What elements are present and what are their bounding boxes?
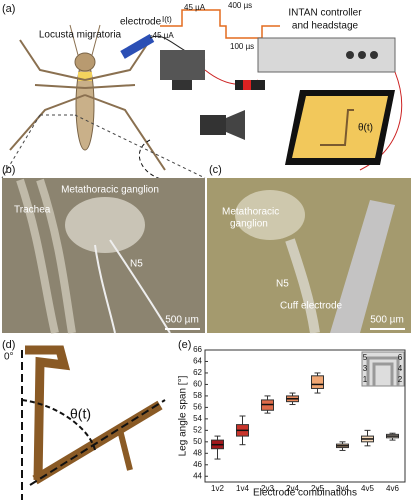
y-axis-label: Leg angle span [°] [178, 375, 189, 456]
x-tick-label: 2v3 [261, 484, 274, 493]
ganglion-label: Metathoracic ganglion [61, 185, 159, 196]
y-tick-label: 50 [193, 437, 202, 446]
panel-label: (c) [209, 164, 222, 176]
inset-label: 4 [398, 364, 403, 373]
y-tick-label: 48 [193, 448, 202, 457]
zero-label: 0° [4, 352, 14, 363]
scale-label: 500 µm [370, 315, 404, 326]
nerve-shape [94, 239, 171, 334]
controller-label: and headstage [292, 21, 359, 32]
nerve-label: N5 [130, 259, 143, 270]
inset [361, 351, 405, 387]
nerve-label: N5 [276, 279, 289, 290]
x-tick-label: 3v4 [336, 484, 349, 493]
panel-label: (b) [2, 164, 15, 176]
ganglion-shape [235, 190, 305, 240]
cuff-label: Cuff electrode [280, 301, 343, 312]
y-tick-label: 52 [193, 425, 202, 434]
box [311, 375, 324, 389]
x-tick-label: 4v6 [386, 484, 399, 493]
ganglion-label: Metathoracic [222, 207, 279, 218]
inset-label: 2 [398, 375, 403, 384]
electrode-label: electrode [120, 17, 162, 28]
pulse-width: 400 µs [228, 1, 252, 10]
y-tick-label: 56 [193, 403, 202, 412]
trachea-label: Trachea [14, 205, 51, 216]
x-tick-label: 4v5 [361, 484, 374, 493]
y-tick-label: 58 [193, 391, 202, 400]
x-axis-label: Electrode combinations [253, 488, 357, 499]
y-tick-label: 66 [193, 345, 202, 354]
y-tick-label: 44 [193, 471, 202, 480]
controller-label: INTAN controller [288, 8, 362, 19]
plot-frame [204, 349, 406, 483]
y-tick-label: 62 [193, 368, 202, 377]
y-tick-label: 46 [193, 460, 202, 469]
probe-shape [330, 200, 395, 333]
inset-label: 3 [363, 364, 368, 373]
ganglion-label: ganglion [230, 219, 268, 230]
species-label: Locusta migratoria [39, 30, 122, 41]
x-tick-label: 1v4 [236, 484, 249, 493]
panel-d-art [21, 345, 166, 500]
y-tick-label: 60 [193, 380, 202, 389]
angle-label: θ(t) [358, 123, 373, 134]
cuff-shape [285, 238, 320, 334]
current-label: I(t) [162, 15, 172, 24]
panel-a-art [1, 9, 402, 181]
pulse-gap: 100 µs [230, 42, 254, 51]
inset-label: 1 [363, 375, 368, 384]
ganglion-shape [65, 197, 145, 253]
trachea-shape [16, 178, 76, 334]
x-tick-label: 2v5 [311, 484, 324, 493]
pulse-high: 45 µA [184, 3, 206, 12]
x-tick-label: 2v4 [286, 484, 299, 493]
y-tick-label: 54 [193, 414, 202, 423]
panel-label: (e) [178, 339, 191, 351]
scale-label: 500 µm [165, 315, 199, 326]
inset-label: 5 [363, 353, 368, 362]
y-tick-label: 64 [193, 357, 202, 366]
x-tick-label: 1v2 [211, 484, 224, 493]
angle-label: θ(t) [70, 406, 91, 422]
panel-label: (a) [2, 3, 15, 15]
pulse-low: -45 µA [150, 31, 174, 40]
inset-label: 6 [398, 353, 403, 362]
panel-label: (d) [2, 339, 15, 351]
